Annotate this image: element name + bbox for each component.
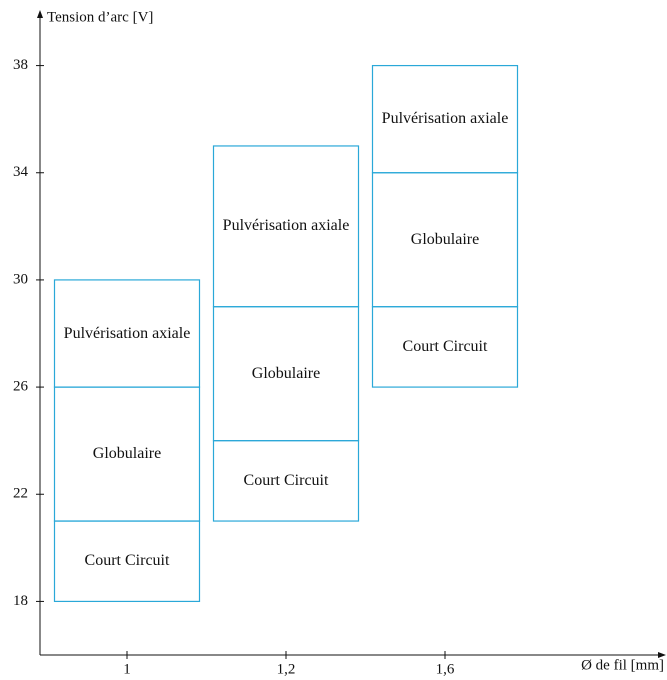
y-axis-arrow <box>37 10 43 18</box>
y-tick-label: 30 <box>13 271 28 287</box>
y-tick-label: 22 <box>13 486 28 502</box>
x-tick-label: 1,6 <box>436 661 455 677</box>
segment-label: Pulvérisation axiale <box>381 110 509 128</box>
segment-label: Pulvérisation axiale <box>222 217 350 235</box>
segment-label: Globulaire <box>92 445 162 463</box>
y-tick-label: 26 <box>13 379 29 395</box>
segment-label: Globulaire <box>251 364 321 382</box>
y-tick-label: 38 <box>13 57 28 73</box>
y-tick-label: 18 <box>13 593 28 609</box>
y-tick-label: 34 <box>13 164 29 180</box>
range-box <box>53 279 201 388</box>
x-axis-label: Ø de fil [mm] <box>581 657 664 673</box>
y-axis-label: Tension d’arc [V] <box>47 9 153 25</box>
segment-label: Court Circuit <box>402 337 488 355</box>
segment-label: Court Circuit <box>84 552 170 570</box>
segment-label: Globulaire <box>410 230 480 248</box>
segment-label: Pulvérisation axiale <box>63 324 191 342</box>
x-axis-arrow <box>658 652 666 658</box>
x-tick-label: 1,2 <box>277 661 296 677</box>
x-tick-label: 1 <box>123 661 131 677</box>
range-box <box>371 64 519 174</box>
segment-label: Court Circuit <box>243 471 329 489</box>
range-box <box>212 145 360 308</box>
